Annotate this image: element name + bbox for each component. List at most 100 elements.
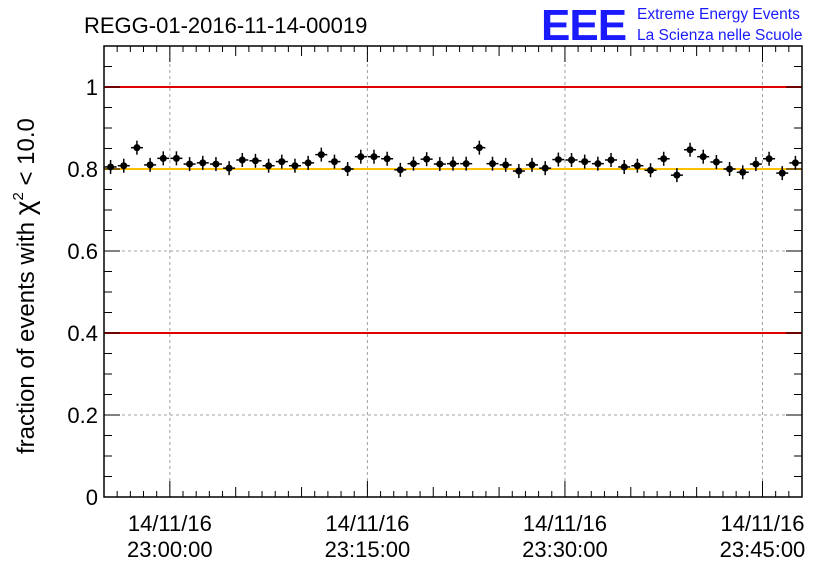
data-point	[684, 142, 697, 157]
data-point	[196, 155, 209, 170]
grid	[104, 46, 802, 497]
data-point-marker	[238, 156, 246, 164]
data-point-marker	[647, 166, 655, 174]
data-point	[433, 157, 446, 172]
data-point	[763, 151, 776, 166]
data-point-marker	[436, 160, 444, 168]
data-point	[499, 157, 512, 172]
data-point-marker	[186, 160, 194, 168]
data-point-marker	[739, 168, 747, 176]
data-point-marker	[278, 158, 286, 166]
plot-frame	[103, 45, 803, 498]
data-point-marker	[291, 162, 299, 170]
data-point	[631, 158, 644, 173]
data-point-marker	[752, 160, 760, 168]
data-point	[539, 161, 552, 176]
data-point-marker	[120, 162, 128, 170]
data-point-marker	[686, 146, 694, 154]
data-point	[236, 152, 249, 167]
data-point-marker	[396, 166, 404, 174]
data-point	[447, 156, 459, 171]
data-point	[644, 163, 657, 178]
data-point-marker	[581, 158, 589, 166]
data-point	[420, 152, 433, 167]
data-point	[104, 159, 117, 174]
data-point-marker	[251, 157, 259, 165]
data-point	[697, 149, 710, 164]
data-point	[486, 156, 499, 171]
data-point	[315, 147, 328, 162]
data-point-marker	[146, 161, 154, 169]
data-point	[512, 164, 525, 179]
data-point-marker	[633, 162, 641, 170]
data-point	[710, 155, 723, 170]
data-point-marker	[528, 161, 536, 169]
data-point	[526, 157, 539, 172]
data-point-marker	[541, 164, 549, 172]
x-tick-date: 14/11/16	[720, 511, 804, 536]
data-point-marker	[712, 158, 720, 166]
x-tick-time: 23:15:00	[325, 537, 411, 562]
x-tick-date: 14/11/16	[325, 511, 409, 536]
data-point-marker	[409, 160, 417, 168]
data-point-marker	[554, 156, 562, 164]
logo-line-2: La Scienza nelle Scuole	[637, 27, 802, 44]
data-point-marker	[502, 161, 510, 169]
data-point-marker	[699, 153, 707, 161]
data-point	[407, 156, 420, 171]
data-point	[394, 162, 407, 177]
data-point-marker	[515, 167, 523, 175]
data-point	[776, 166, 789, 181]
data-point-marker	[199, 159, 207, 167]
eee-logo: EEE Extreme Energy Events La Scienza nel…	[541, 1, 802, 50]
data-point	[605, 152, 618, 167]
data-point-marker	[357, 153, 365, 161]
data-point-marker	[765, 155, 773, 163]
data-point-marker	[791, 159, 799, 167]
y-tick-label-2: 0.4	[67, 321, 98, 346]
data-point	[209, 157, 222, 172]
data-point	[302, 155, 315, 170]
data-point-marker	[344, 165, 352, 173]
x-tick-date: 14/11/16	[523, 511, 607, 536]
y-axis-label-sup: 2	[10, 192, 27, 200]
data-point	[591, 156, 604, 171]
data-point	[381, 151, 394, 166]
data-point	[341, 162, 354, 176]
data-point	[262, 158, 275, 173]
y-tick-label-1: 0.2	[67, 403, 98, 428]
data-point-marker	[304, 159, 312, 167]
y-tick-label-3: 0.6	[67, 239, 98, 264]
data-point-marker	[489, 160, 497, 168]
data-point-marker	[594, 160, 602, 168]
data-point-marker	[172, 154, 180, 162]
data-point-marker	[778, 169, 786, 177]
data-point	[249, 153, 262, 168]
data-point-marker	[660, 155, 668, 163]
data-point	[367, 149, 380, 164]
data-point	[354, 149, 367, 164]
y-axis-ticks: 0 0.2 0.4 0.6 0.8 1	[67, 45, 802, 510]
reference-lines	[104, 86, 802, 334]
x-tick-time: 23:00:00	[127, 537, 213, 562]
data-point-marker	[449, 160, 457, 168]
x-tick-time: 23:45:00	[720, 537, 806, 562]
data-point-marker	[370, 153, 378, 161]
data-point	[618, 159, 631, 174]
data-point	[723, 162, 736, 176]
data-point	[117, 158, 130, 173]
y-axis-label-tail: < 10.0	[13, 118, 40, 192]
data-point-marker	[225, 164, 233, 172]
data-point-marker	[673, 171, 681, 179]
data-point	[328, 154, 341, 169]
y-tick-label-5: 1	[86, 75, 98, 100]
data-point-marker	[568, 156, 576, 164]
y-axis-label: fraction of events with χ2 < 10.0	[9, 118, 40, 454]
data-point	[565, 152, 578, 167]
y-axis-label-chi: χ	[9, 200, 40, 215]
y-axis-label-main: fraction of events with	[13, 215, 40, 454]
data-point-marker	[607, 156, 615, 164]
data-point	[183, 157, 196, 172]
